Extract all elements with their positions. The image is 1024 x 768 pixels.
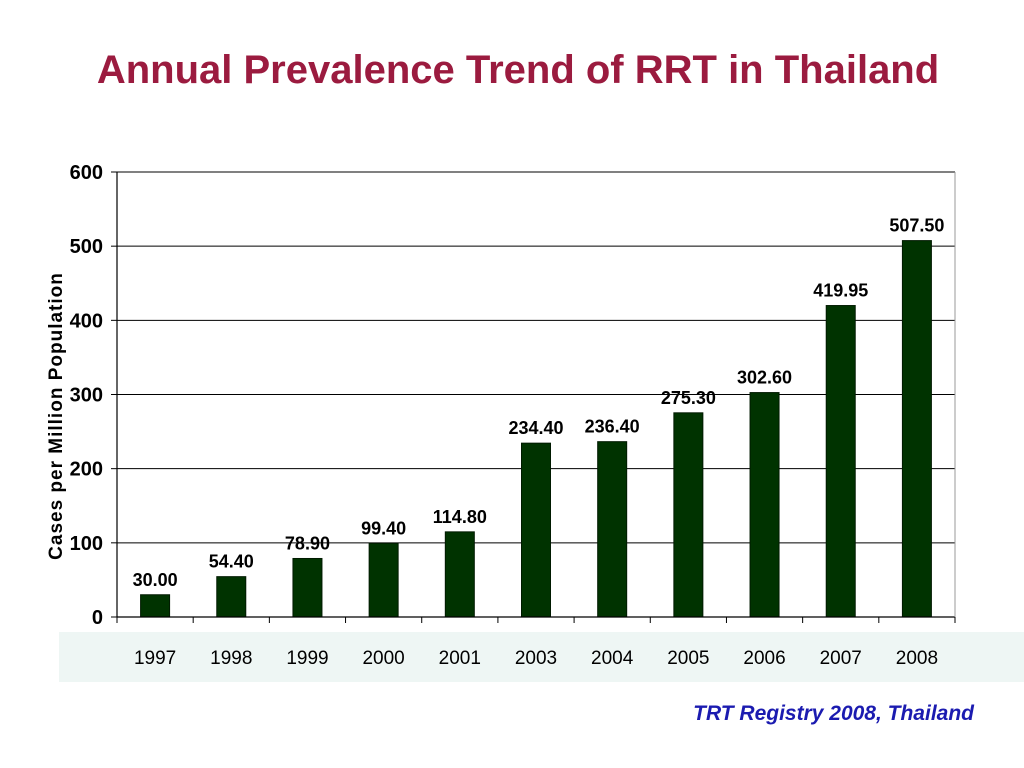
x-tick-label-2001: 2001 [439, 648, 481, 669]
x-tick-label-2003: 2003 [515, 648, 557, 669]
y-tick-label: 100 [70, 533, 103, 555]
bar-2004 [597, 441, 628, 618]
bar-2005 [673, 412, 704, 618]
axes: 0 100 200 300 400 500 600 [70, 162, 956, 629]
x-tick-label-1998: 1998 [210, 648, 252, 669]
x-tick-label-2004: 2004 [591, 648, 634, 669]
data-label-2003: 234.40 [508, 418, 563, 438]
data-label-2000: 99.40 [361, 518, 406, 538]
y-axis-label: Cases per Million Population [46, 272, 67, 560]
bar-1999 [292, 557, 323, 618]
chart-title: Annual Prevalence Trend of RRT in Thaila… [96, 48, 940, 92]
data-labels: 30.00 1997 54.40 1998 78.90 1999 99.40 2000 114.… [133, 216, 945, 669]
data-label-2001: 114.80 [433, 507, 487, 527]
data-label-1998: 54.40 [209, 552, 254, 572]
x-tick-label-2007: 2007 [820, 648, 862, 669]
x-tick-label-2000: 2000 [362, 648, 404, 669]
bar-2003 [521, 442, 551, 618]
y-tick-label: 600 [70, 162, 103, 184]
x-tick-label-2008: 2008 [896, 648, 938, 669]
bar-2000 [368, 542, 399, 618]
x-axis-band [59, 632, 1024, 682]
data-label-2004: 236.40 [585, 417, 640, 437]
x-tick-label-1999: 1999 [286, 648, 328, 669]
data-label-1999: 78.90 [285, 533, 330, 553]
y-tick-label: 0 [92, 607, 103, 629]
bar-2006 [749, 392, 780, 618]
x-tick-label-1997: 1997 [134, 648, 176, 669]
data-label-2008: 507.50 [889, 216, 944, 236]
data-label-2006: 302.60 [737, 368, 792, 388]
data-label-2007: 419.95 [813, 281, 868, 301]
source-caption: TRT Registry 2008, Thailand [693, 702, 974, 725]
data-label-2005: 275.30 [661, 388, 716, 408]
bar-2008 [901, 240, 932, 618]
data-label-1997: 30.00 [133, 570, 178, 590]
x-tick-label-2006: 2006 [743, 648, 785, 669]
y-tick-label: 300 [70, 385, 103, 407]
y-tick-label: 500 [70, 236, 103, 258]
bar-1998 [216, 576, 247, 618]
y-tick-label: 400 [70, 310, 103, 332]
bar-1997 [140, 594, 171, 618]
bar-chart: 0 100 200 300 400 500 600 30.00 1997 54.40 1998 78… [46, 162, 956, 669]
bars [140, 240, 932, 618]
bar-2007 [825, 305, 856, 618]
bar-2001 [444, 531, 475, 618]
y-tick-label: 200 [70, 459, 103, 481]
x-tick-label-2005: 2005 [667, 648, 709, 669]
